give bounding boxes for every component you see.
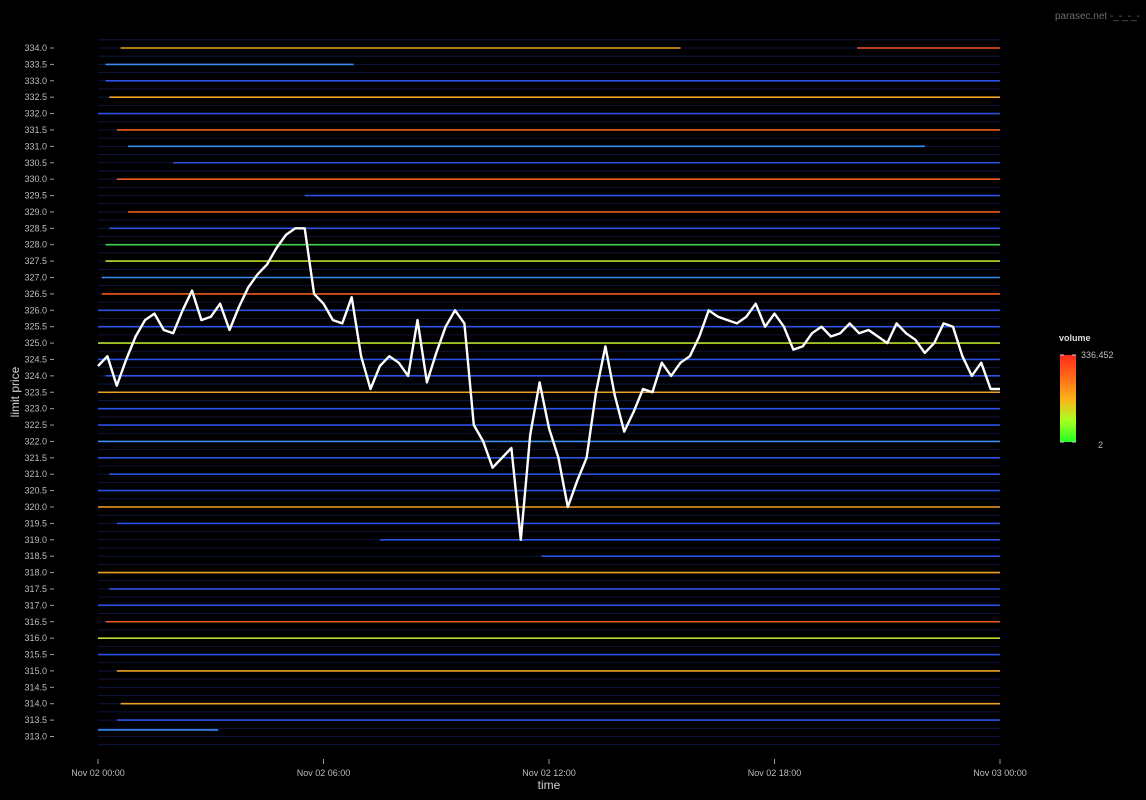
y-tick-label: 324.0 — [24, 371, 47, 381]
y-tick-label: 316.5 — [24, 617, 47, 627]
y-tick-label: 319.0 — [24, 535, 47, 545]
legend-title: volume — [1059, 333, 1091, 343]
x-tick-label: Nov 03 00:00 — [973, 768, 1027, 778]
y-tick-label: 323.5 — [24, 387, 47, 397]
legend-colorbar — [1060, 355, 1076, 442]
price-line — [97, 227, 1000, 541]
y-tick-label: 314.5 — [24, 682, 47, 692]
y-tick-label: 321.0 — [24, 469, 47, 479]
y-tick-label: 323.0 — [24, 404, 47, 414]
y-tick-label: 319.5 — [24, 518, 47, 528]
y-tick-label: 320.5 — [24, 486, 47, 496]
y-tick-label: 320.0 — [24, 502, 47, 512]
y-axis: 313.0 313.5 314.0 314.5 315.0 315.5 316.0 316.5… — [24, 43, 54, 742]
volume-legend: volume 336.452 2 — [1059, 333, 1114, 450]
x-tick-label: Nov 02 00:00 — [71, 768, 125, 778]
legend-max-label: 336.452 — [1081, 350, 1114, 360]
y-tick-label: 333.5 — [24, 59, 47, 69]
y-tick-label: 329.5 — [24, 191, 47, 201]
y-tick-label: 317.5 — [24, 584, 47, 594]
y-tick-label: 326.0 — [24, 305, 47, 315]
y-tick-label: 328.5 — [24, 223, 47, 233]
y-tick-label: 313.5 — [24, 715, 47, 725]
y-tick-label: 327.5 — [24, 256, 47, 266]
y-tick-label: 327.0 — [24, 273, 47, 283]
y-tick-label: 322.5 — [24, 420, 47, 430]
x-axis: Nov 02 00:00 Nov 02 06:00 Nov 02 12:00 Nov … — [71, 759, 1027, 778]
plot-panel — [98, 44, 1000, 744]
y-tick-label: 317.0 — [24, 600, 47, 610]
liquidity-layer — [98, 39, 1000, 746]
y-tick-label: 322.0 — [24, 436, 47, 446]
y-tick-label: 326.5 — [24, 289, 47, 299]
y-axis-title: limit price — [8, 366, 22, 417]
y-tick-label: 324.5 — [24, 354, 47, 364]
y-tick-label: 321.5 — [24, 453, 47, 463]
y-tick-label: 325.0 — [24, 338, 47, 348]
y-tick-label: 325.5 — [24, 322, 47, 332]
y-tick-label: 329.0 — [24, 207, 47, 217]
y-tick-label: 314.0 — [24, 699, 47, 709]
y-tick-label: 316.0 — [24, 633, 47, 643]
y-tick-label: 332.0 — [24, 109, 47, 119]
y-tick-label: 315.0 — [24, 666, 47, 676]
y-tick-label: 318.0 — [24, 568, 47, 578]
x-tick-label: Nov 02 18:00 — [748, 768, 802, 778]
y-tick-label: 330.0 — [24, 174, 47, 184]
y-tick-label: 318.5 — [24, 551, 47, 561]
y-tick-label: 328.0 — [24, 240, 47, 250]
y-tick-label: 313.0 — [24, 732, 47, 742]
watermark: parasec.net -_-_-_- — [1054, 11, 1140, 22]
y-tick-label: 331.0 — [24, 141, 47, 151]
y-tick-label: 332.5 — [24, 92, 47, 102]
x-tick-label: Nov 02 06:00 — [297, 768, 351, 778]
x-axis-title: time — [538, 778, 561, 792]
y-tick-label: 330.5 — [24, 158, 47, 168]
legend-min-label: 2 — [1098, 440, 1103, 450]
x-tick-label: Nov 02 12:00 — [522, 768, 576, 778]
y-tick-label: 334.0 — [24, 43, 47, 53]
y-tick-label: 333.0 — [24, 76, 47, 86]
y-tick-label: 331.5 — [24, 125, 47, 135]
y-tick-label: 315.5 — [24, 650, 47, 660]
price-layer — [97, 227, 1000, 541]
